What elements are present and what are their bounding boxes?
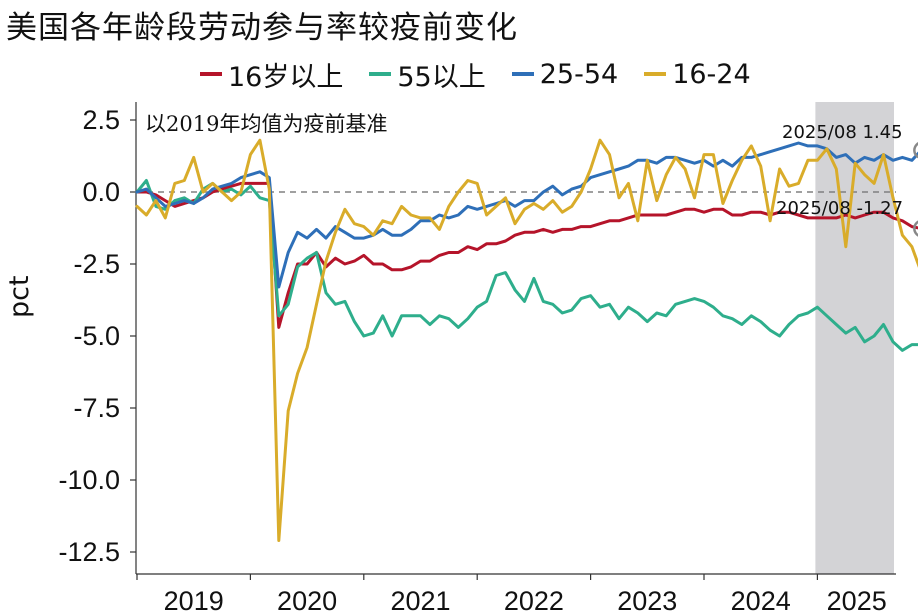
y-tick-label: -2.5 — [73, 249, 120, 279]
legend-item-16-24: 16-24 — [644, 58, 751, 90]
x-tick-label: 2024 — [731, 586, 791, 615]
legend: 16岁以上 55以上 25-54 16-24 — [200, 55, 777, 94]
legend-swatch-55plus — [369, 72, 392, 76]
legend-swatch-25-54 — [511, 72, 534, 76]
legend-item-16plus: 16岁以上 — [200, 55, 343, 94]
chart-title: 美国各年龄段劳动参与率较疫前变化 — [6, 10, 518, 46]
y-tick-label: 0.0 — [82, 177, 120, 207]
y-tick-label: -10.0 — [58, 465, 120, 495]
baseline-note: 以2019年均值为疫前基准 — [145, 112, 388, 136]
annotation-16plus-latest: 2025/08 -1.27 — [776, 198, 904, 219]
annotation-marker-1 — [913, 220, 918, 237]
annotation-25-54-latest: 2025/08 1.45 — [782, 122, 903, 143]
annotation-marker-0 — [913, 142, 918, 159]
legend-item-55plus: 55以上 — [369, 55, 486, 94]
legend-label-16plus: 16岁以上 — [228, 61, 344, 93]
x-tick-label: 2025 — [827, 586, 887, 615]
y-tick-label: -7.5 — [73, 393, 120, 423]
y-tick-label: 2.5 — [82, 105, 120, 135]
x-tick-label: 2021 — [390, 586, 450, 615]
y-tick-label: -12.5 — [58, 537, 120, 567]
legend-label-16-24: 16-24 — [672, 58, 751, 90]
legend-swatch-16-24 — [644, 72, 667, 76]
legend-label-25-54: 25-54 — [539, 58, 619, 90]
x-tick-label: 2019 — [164, 586, 224, 615]
x-tick-label: 2022 — [504, 586, 564, 615]
y-axis-label: pct — [4, 275, 35, 318]
y-tick-label: -5.0 — [73, 321, 120, 351]
legend-item-25-54: 25-54 — [511, 58, 619, 90]
legend-swatch-16plus — [200, 72, 222, 76]
x-tick-label: 2020 — [277, 586, 337, 615]
series-line-55plus — [135, 179, 918, 352]
x-tick-label: 2023 — [617, 586, 677, 615]
legend-label-55plus: 55以上 — [397, 61, 486, 93]
series-line-16-24 — [135, 138, 918, 542]
